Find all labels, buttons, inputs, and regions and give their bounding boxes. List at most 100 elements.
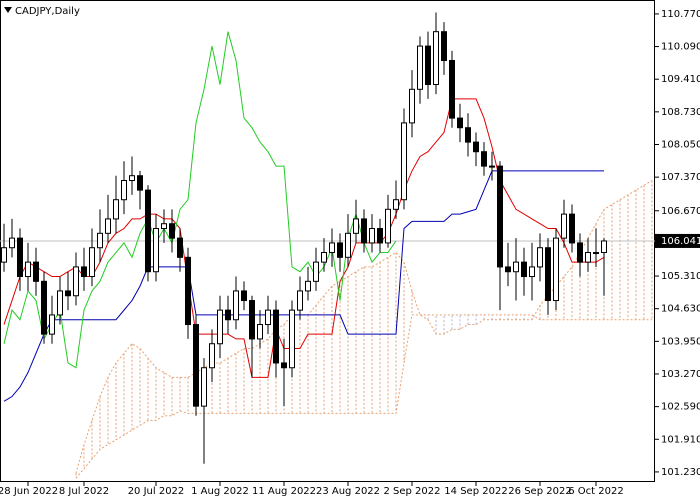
x-tick-label: 26 Sep 2022 xyxy=(508,486,571,497)
candle-body xyxy=(201,367,207,407)
candle-body xyxy=(129,175,135,182)
y-tick-label: 109.410 xyxy=(661,74,700,85)
x-tick-label: 28 Jun 2022 xyxy=(0,486,58,497)
candle-body xyxy=(161,223,167,230)
candle-body xyxy=(169,223,175,239)
candle-body xyxy=(145,189,151,273)
candle-body xyxy=(193,324,199,407)
y-tick-label: 110.770 xyxy=(661,9,700,20)
y-tick-label: 102.590 xyxy=(661,402,700,413)
candle-body xyxy=(65,290,71,297)
y-tick-label: 108.050 xyxy=(661,140,700,151)
indicator-line xyxy=(3,98,605,378)
y-tick-label: 108.730 xyxy=(661,107,700,118)
candle-body xyxy=(81,266,87,278)
candle-body xyxy=(1,247,7,263)
candle-body xyxy=(561,213,567,239)
candle-body xyxy=(361,218,367,244)
candle-body xyxy=(337,242,343,258)
candle-body xyxy=(409,88,415,124)
candle-body xyxy=(553,237,559,302)
x-tick-label: 20 Jul 2022 xyxy=(128,486,185,497)
candle-body xyxy=(417,45,423,90)
y-tick-label: 105.310 xyxy=(661,271,700,282)
indicator-line xyxy=(3,170,604,402)
candle-body xyxy=(505,266,511,273)
candle-body xyxy=(121,180,127,201)
candle-body xyxy=(25,261,31,278)
candle-body xyxy=(433,31,439,85)
candle-body xyxy=(345,232,351,258)
candle-body xyxy=(601,240,607,254)
candle-body xyxy=(289,309,295,369)
candle-body xyxy=(273,309,279,364)
candle-body xyxy=(385,208,391,244)
chart-title: CADJPY,Daily xyxy=(15,6,80,17)
y-tick-label: 101.230 xyxy=(661,467,700,478)
candle-body xyxy=(313,261,319,282)
candle-body xyxy=(441,31,447,61)
candle-body xyxy=(185,256,191,326)
candle-body xyxy=(105,218,111,234)
candle-body xyxy=(9,237,15,249)
y-tick-label: 101.910 xyxy=(661,434,700,445)
candle-body xyxy=(281,362,287,369)
candle-body xyxy=(265,309,271,326)
cloud-edge xyxy=(75,314,652,479)
candle-body xyxy=(89,247,95,278)
candle-body xyxy=(33,261,39,282)
price-tag: 106.041 xyxy=(661,236,700,247)
candle-body xyxy=(177,237,183,258)
candle-body xyxy=(481,151,487,167)
candle-body xyxy=(321,252,327,263)
y-tick-label: 103.270 xyxy=(661,369,700,380)
menu-triangle[interactable] xyxy=(4,7,12,13)
candle-body xyxy=(305,280,311,292)
candle-body xyxy=(537,247,543,268)
candle-body xyxy=(329,242,335,254)
candle-body xyxy=(217,309,223,345)
candle-body xyxy=(513,261,519,273)
candle-body xyxy=(41,280,47,335)
candle-body xyxy=(401,122,407,201)
candle-body xyxy=(393,199,399,210)
candle-body xyxy=(377,228,383,244)
x-tick-label: 6 Oct 2022 xyxy=(568,486,623,497)
x-tick-label: 2 Sep 2022 xyxy=(383,486,440,497)
candle-body xyxy=(569,213,575,244)
y-tick-label: 104.630 xyxy=(661,304,700,315)
candle-body xyxy=(241,290,247,302)
candle-body xyxy=(57,290,63,316)
candle-body xyxy=(113,199,119,220)
candle-body xyxy=(521,261,527,278)
price-tag-bg xyxy=(655,233,700,248)
candle-body xyxy=(457,117,463,129)
candle-body xyxy=(225,309,231,321)
candle-body xyxy=(585,252,591,263)
candle-body xyxy=(97,232,103,249)
candle-body xyxy=(17,237,23,278)
candle-body xyxy=(577,242,583,263)
x-tick-label: 8 Jul 2022 xyxy=(59,486,109,497)
candle-body xyxy=(529,266,535,278)
x-tick-label: 1 Aug 2022 xyxy=(191,486,249,497)
candle-body xyxy=(233,290,239,321)
candle-body xyxy=(369,228,375,244)
candle-body xyxy=(473,141,479,153)
x-tick-label: 11 Aug 2022 xyxy=(252,486,316,497)
candle-body xyxy=(449,59,455,119)
y-tick-label: 103.950 xyxy=(661,336,700,347)
x-tick-label: 14 Sep 2022 xyxy=(444,486,507,497)
candle-body xyxy=(137,175,143,191)
candle-body xyxy=(465,127,471,143)
candle-body xyxy=(353,218,359,234)
y-tick-label: 106.670 xyxy=(661,206,700,217)
candle-body xyxy=(545,247,551,302)
candle-body xyxy=(425,45,431,85)
candle-body xyxy=(209,343,215,369)
candle-body xyxy=(593,252,599,255)
y-tick-label: 110.090 xyxy=(661,42,700,53)
y-tick-label: 107.370 xyxy=(661,172,700,183)
